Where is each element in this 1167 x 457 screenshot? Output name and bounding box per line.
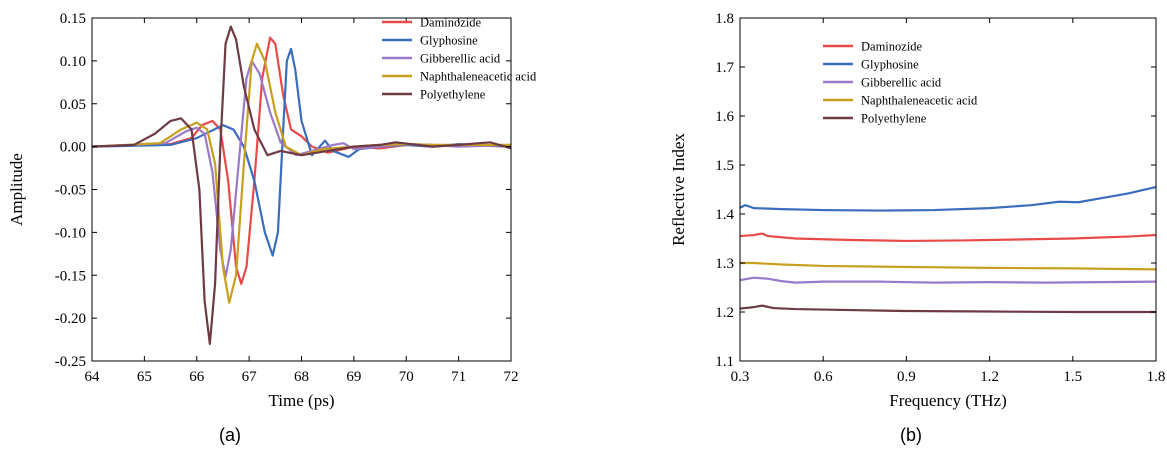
legend-label: Naphthaleneacetic acid [861,94,978,108]
y-tick-label: 0.05 [60,97,86,113]
chart-panel-b: 0.3 0.6 0.9 1.2 1.5 1.8 1.1 1.2 1.3 1.4 1.5 1.6 1.7 1… [669,11,1165,410]
y-tick-label: 0.10 [60,54,86,70]
y-tick-label: 1.4 [715,207,734,223]
legend: Daminozide Glyphosine Gibberellic acid Naph… [382,16,537,102]
x-tick-label: 1.8 [1147,369,1166,385]
legend-label: Gibberellic acid [420,52,501,66]
chart-panel-a: 64 65 66 67 68 69 70 71 72 -0.25 -0.20 -0.15 -0.10 -0… [7,11,537,410]
x-tick-label: 71 [451,369,466,385]
y-tick-label: -0.25 [55,354,86,370]
y-tick-label: 1.2 [715,305,734,321]
legend-label: Daminozide [420,16,482,30]
y-axis-label: Reflective Index [669,133,688,246]
x-tick-label: 68 [294,369,309,385]
x-tick-label: 0.9 [897,369,916,385]
legend-label: Polyethylene [420,88,486,102]
y-tick-label: 1.6 [715,109,734,125]
legend-label: Naphthaleneacetic acid [420,70,537,84]
series-line-glyphosine [740,185,1156,212]
series-line-polyethylene [740,304,1156,314]
legend: Daminozide Glyphosine Gibberellic acid Naph… [823,40,978,126]
plot-frame [739,17,1157,362]
x-axis-label: Frequency (THz) [889,391,1007,410]
y-tick-label: -0.20 [55,311,86,327]
series-line-polyethylene [92,25,511,345]
x-tick-label: 65 [137,369,152,385]
x-tick-label: 66 [189,369,205,385]
series-line-gibberellic-acid [740,276,1156,284]
legend-label: Glyphosine [420,34,478,48]
legend-label: Glyphosine [861,58,919,72]
series-line-daminozide [740,232,1156,243]
panel-label-a: (a) [219,425,241,445]
x-tick-label: 1.5 [1063,369,1082,385]
x-tick-label: 0.6 [814,369,833,385]
x-tick-label: 67 [242,369,258,385]
y-tick-label: 1.7 [715,60,734,76]
y-axis-label: Amplitude [7,153,26,226]
x-axis-label: Time (ps) [269,391,335,410]
x-tick-label: 70 [399,369,414,385]
series-line-gibberellic-acid [92,59,511,279]
x-tick-label: 1.2 [980,369,999,385]
y-tick-label: -0.10 [55,225,86,241]
legend-label: Daminozide [861,40,923,54]
y-tick-label: 1.3 [715,256,734,272]
y-tick-label: -0.05 [55,183,86,199]
x-tick-label: 69 [346,369,361,385]
series-line-naphthaleneacetic-acid [740,261,1156,271]
series-line-daminozide [92,36,511,285]
y-tick-label: -0.15 [55,268,86,284]
series-line-naphthaleneacetic-acid [92,42,511,304]
x-tick-label: 64 [85,369,101,385]
y-tick-label: 1.5 [715,158,734,174]
legend-label: Polyethylene [861,112,927,126]
x-tick-label: 0.3 [731,369,750,385]
x-tick-label: 72 [504,369,519,385]
legend-label: Gibberellic acid [861,76,942,90]
y-tick-label: 1.8 [715,11,734,27]
panel-label-b: (b) [900,425,922,445]
y-tick-label: 1.1 [715,354,734,370]
y-tick-label: 0.00 [60,140,86,156]
y-tick-label: 0.15 [60,11,86,27]
